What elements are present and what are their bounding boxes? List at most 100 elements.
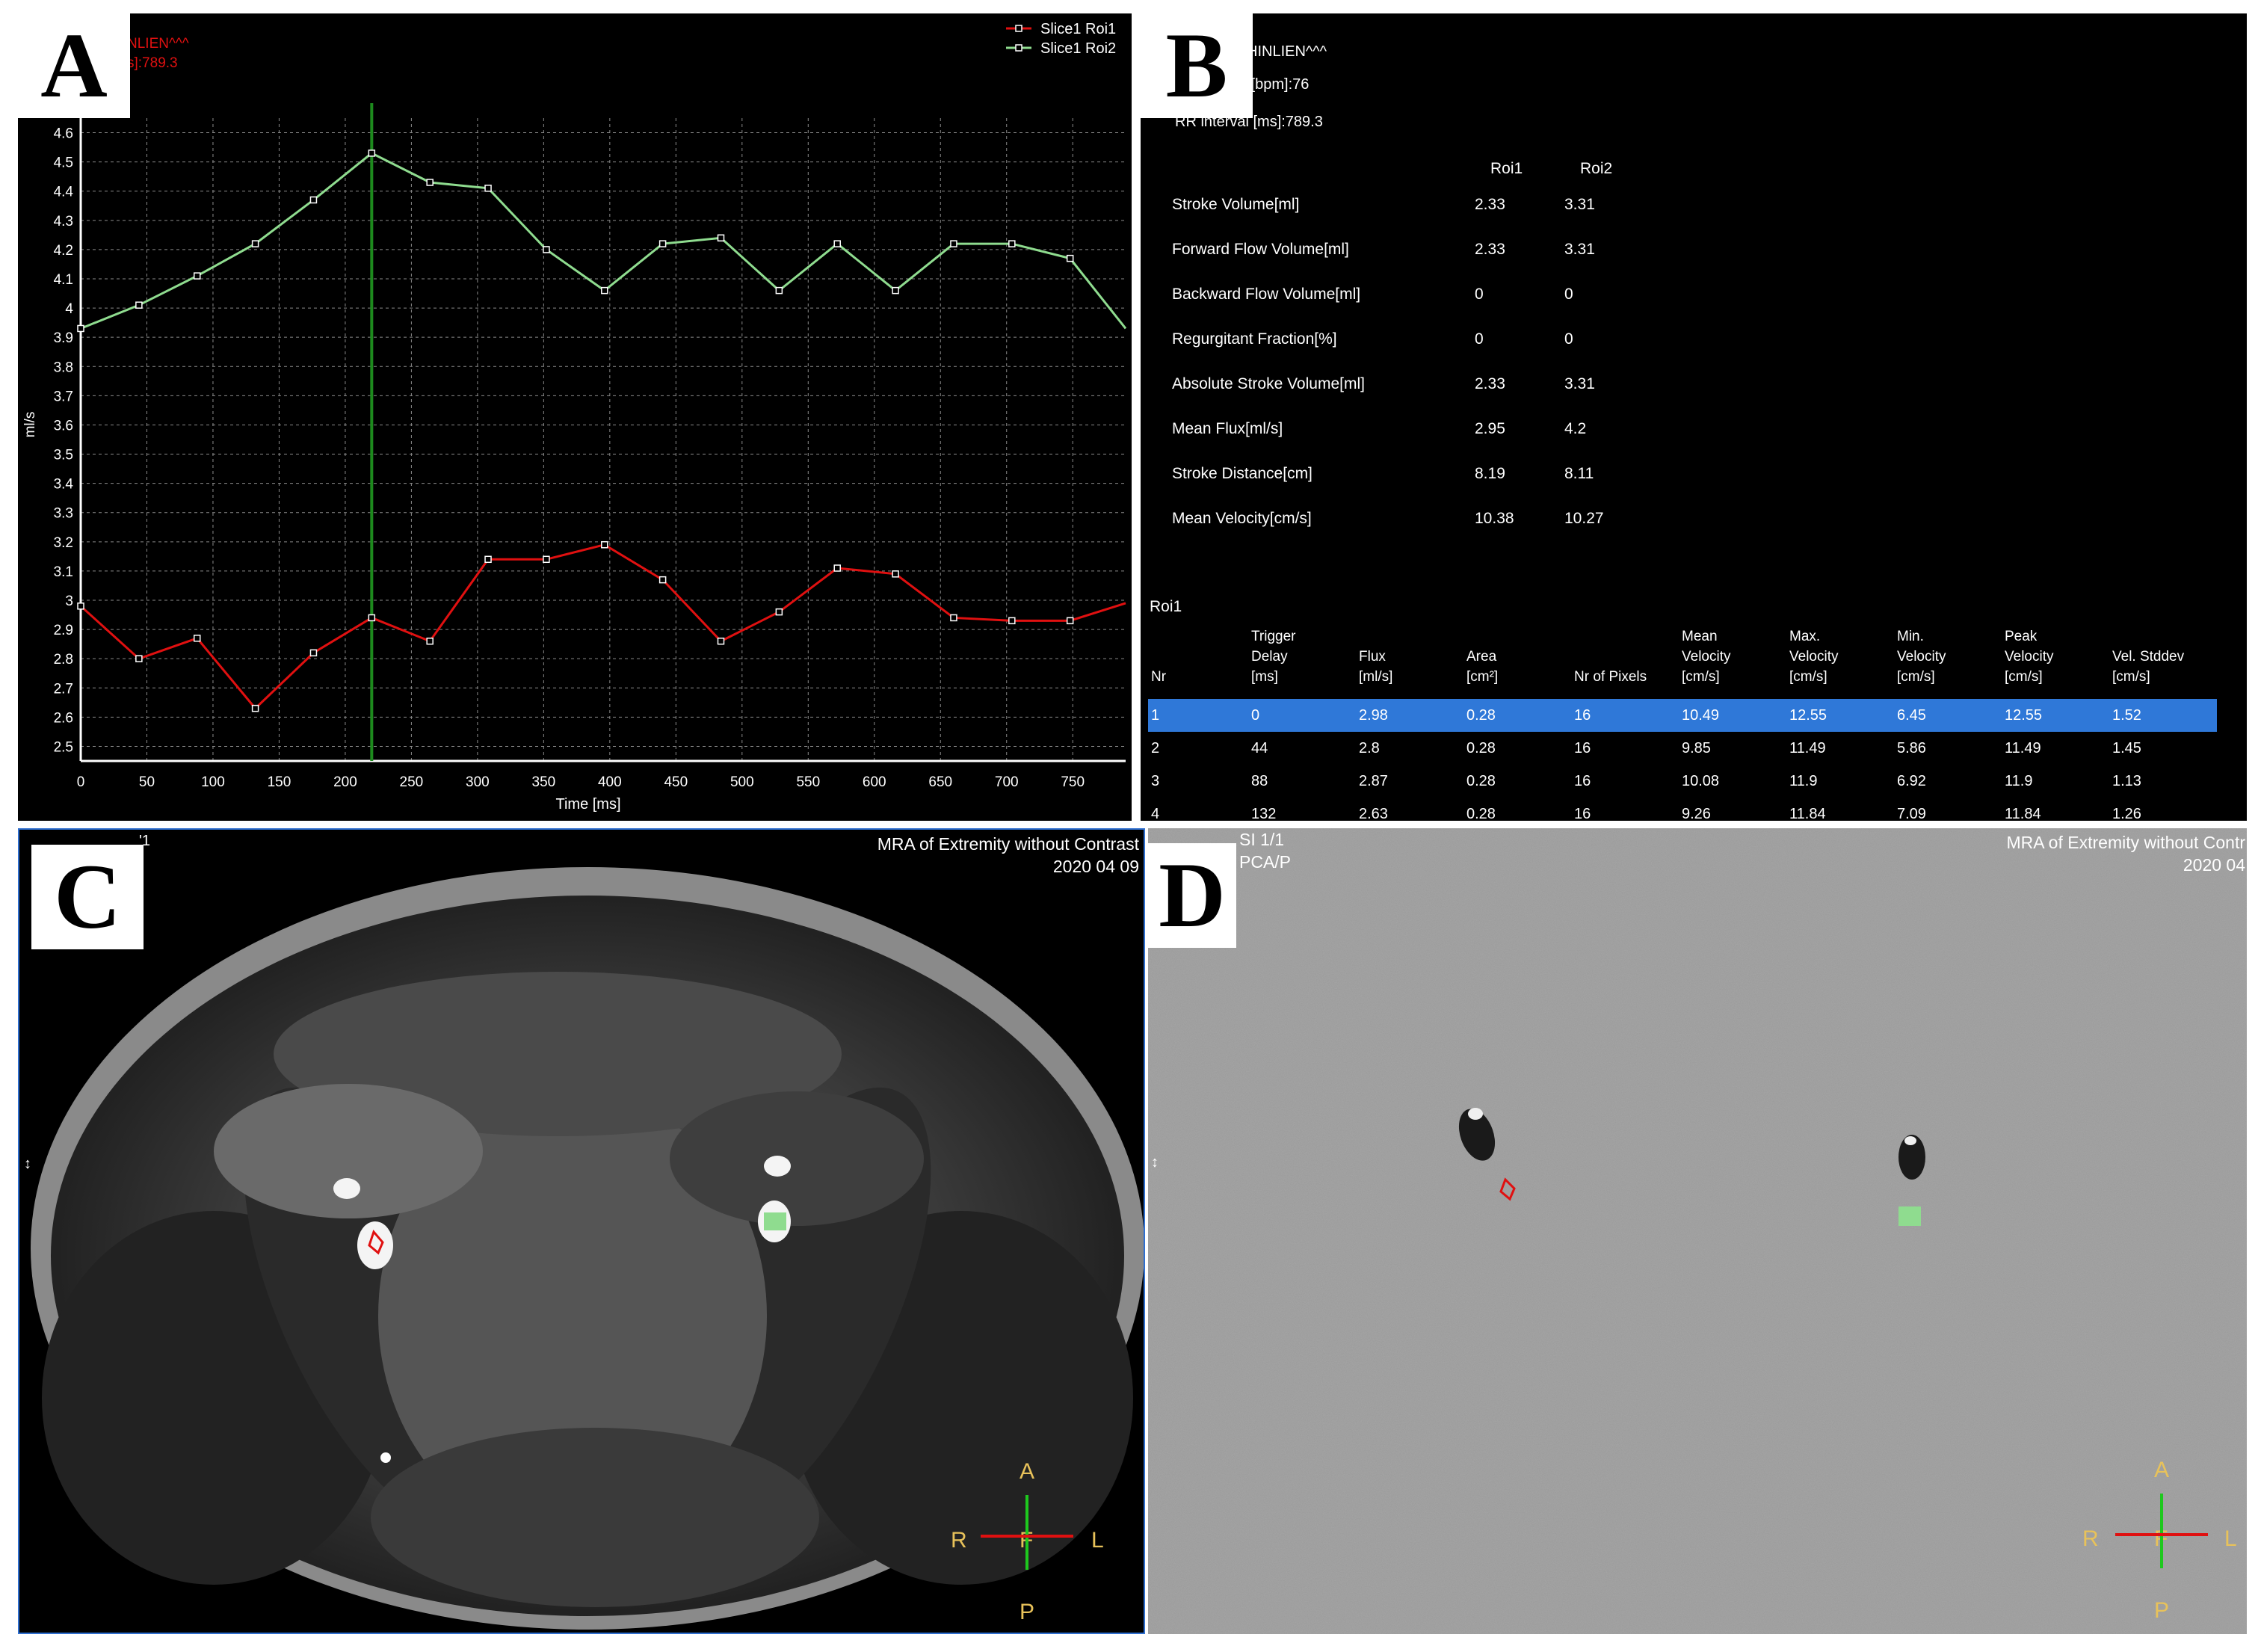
x-tick-label: 350 (532, 774, 556, 790)
phase-cell: 10.08 (1682, 772, 1720, 789)
legend-marker (1015, 44, 1022, 52)
phase-cell: 9.85 (1682, 739, 1711, 756)
flow-chart-panel: A NLIEN^^^ s]:789.3 2.5 2.6 2.7 2.8 2.9 3 3.1 3… (18, 13, 1132, 821)
phase-cell: 132 (1251, 805, 1277, 822)
series-line-2 (80, 152, 1127, 330)
summary-cell-roi1: 8.19 (1475, 465, 1505, 482)
phase-cell: 0.28 (1466, 739, 1496, 756)
y-axis-label: ml/s (22, 412, 38, 438)
heart-rate: :[bpm]:76 (1247, 76, 1310, 93)
flow-summary-table: Stroke Volume[ml] 2.33 3.31 Forward Flow Vo… (1163, 182, 1654, 541)
phase-cell: 6.92 (1897, 772, 1926, 789)
summary-row: Mean Flux[ml/s] 2.95 4.2 (1163, 407, 1654, 451)
resize-handle-icon[interactable]: ↕ (1151, 1154, 1159, 1171)
phase-header-row: Nr Trigger Delay [ms] Flux [ml/s] Area [cm²] Nr … (1148, 626, 2217, 699)
phase-column-header[interactable]: Vel. Stddev [cm/s] (2112, 649, 2185, 685)
summary-cell-roi1: 2.95 (1475, 420, 1505, 437)
orientation-anterior: A (2154, 1458, 2170, 1482)
phase-column-header[interactable]: Nr of Pixels (1574, 669, 1647, 685)
orientation-right: R (2082, 1526, 2099, 1551)
phase-cell: 88 (1251, 772, 1268, 789)
data-point (717, 234, 725, 242)
orientation-posterior: P (1020, 1600, 1035, 1624)
data-point (426, 637, 434, 645)
x-tick-label: 150 (268, 774, 292, 790)
y-tick-label: 3.4 (54, 477, 74, 493)
data-point (309, 196, 318, 204)
phase-cell: 16 (1574, 739, 1591, 756)
y-tick-label: 3.6 (54, 418, 73, 434)
summary-cell-label: Forward Flow Volume[ml] (1172, 241, 1349, 258)
summary-row: Backward Flow Volume[ml] 0 0 (1163, 272, 1654, 317)
phase-row[interactable]: 2 44 2.8 0.28 16 9.85 11.49 5.86 11.49 1.45 (1148, 732, 2217, 765)
data-point (368, 150, 376, 157)
phase-cell: 2.8 (1359, 739, 1380, 756)
orientation-left: L (2224, 1526, 2237, 1551)
phase-column-header[interactable]: Trigger Delay [ms] (1251, 629, 1296, 685)
y-tick-label: 4.2 (54, 243, 73, 259)
phase-column-header[interactable]: Mean Velocity [cm/s] (1682, 629, 1731, 685)
flow-line-chart[interactable]: 2.5 2.6 2.7 2.8 2.9 3 3.1 3.2 3.3 3.4 3.5 3.6 3.7 3.8… (18, 13, 1132, 821)
phase-column-header[interactable]: Max. Velocity [cm/s] (1789, 629, 1839, 685)
y-tick-label: 3.8 (54, 360, 73, 375)
magnitude-image-viewport[interactable]: C '1 MRA of Extremity without Contrast 2… (18, 828, 1145, 1634)
phase-row[interactable]: 3 88 2.87 0.28 16 10.08 11.9 6.92 11.9 1.13 (1148, 765, 2217, 798)
data-point (892, 286, 899, 295)
summary-cell-label: Mean Flux[ml/s] (1172, 420, 1283, 437)
x-tick-label: 600 (863, 774, 886, 790)
summary-cell-roi2: 0 (1564, 330, 1573, 348)
y-tick-label: 4.5 (54, 155, 73, 171)
resize-handle-icon[interactable]: ↕ (24, 1156, 31, 1172)
data-point (484, 555, 492, 564)
study-info: MRA of Extremity without Contrast 2020 0… (877, 833, 1139, 878)
data-point (658, 240, 667, 247)
summary-row: Stroke Volume[ml] 2.33 3.31 (1163, 182, 1654, 227)
summary-cell-roi1: 2.33 (1475, 241, 1505, 258)
phase-cell: 4 (1151, 805, 1160, 822)
phase-row[interactable]: 1 0 2.98 0.28 16 10.49 12.55 6.45 12.55 1.52 (1148, 699, 2217, 732)
data-point (601, 540, 608, 549)
phase-column-header[interactable]: Min. Velocity [cm/s] (1897, 629, 1946, 685)
data-point (251, 240, 259, 247)
phase-cell: 16 (1574, 805, 1591, 822)
data-point (1008, 240, 1016, 247)
summary-row: Absolute Stroke Volume[ml] 2.33 3.31 (1163, 362, 1654, 407)
summary-row: Regurgitant Fraction[%] 0 0 (1163, 317, 1654, 362)
phase-column-header[interactable]: Flux [ml/s] (1359, 649, 1393, 685)
summary-col-roi1: Roi1 (1490, 160, 1523, 177)
orientation-crosshair-icon (2115, 1494, 2208, 1568)
summary-cell-roi2: 3.31 (1564, 375, 1595, 392)
study-date: 2020 04 09 (1052, 857, 1139, 876)
data-point (368, 614, 376, 622)
phase-cell: 2 (1151, 739, 1160, 756)
x-tick-label: 300 (466, 774, 490, 790)
series-line-1 (79, 543, 1126, 710)
summary-cell-roi1: 2.33 (1475, 196, 1505, 213)
phase-cell: 11.84 (1789, 805, 1826, 822)
summary-cell-roi1: 2.33 (1475, 375, 1505, 392)
summary-cell-roi2: 0 (1564, 286, 1573, 303)
summary-cell-roi2: 10.27 (1564, 510, 1604, 527)
rr-interval: s]:789.3 (127, 55, 178, 71)
phase-cell: 11.9 (1789, 772, 1818, 789)
phase-row[interactable]: 4 132 2.63 0.28 16 9.26 11.84 7.09 11.84 1.26 (1148, 798, 2217, 822)
x-tick-label: 200 (333, 774, 357, 790)
patient-name: HINLIEN^^^ (1247, 43, 1327, 60)
summary-cell-roi1: 0 (1475, 286, 1484, 303)
phase-column-header[interactable]: Peak Velocity [cm/s] (2005, 629, 2054, 685)
phase-column-header[interactable]: Nr (1151, 669, 1167, 685)
series-type: PCA/P (1239, 852, 1292, 872)
legend-entry: Slice1 Roi1 (1040, 21, 1116, 37)
phase-image-viewport[interactable]: D SI 1/1 PCA/P MRA of Extremity without … (1148, 828, 2247, 1634)
y-tick-label: 4.1 (54, 272, 73, 288)
study-description: MRA of Extremity without Contr (2006, 833, 2245, 852)
x-tick-label: 50 (139, 774, 155, 790)
data-point (658, 576, 667, 584)
data-point (135, 301, 143, 309)
y-tick-label: 3 (65, 594, 73, 609)
data-point (717, 637, 725, 645)
data-point (426, 179, 434, 186)
phase-cell: 2.98 (1356, 699, 1463, 732)
phase-cell: 1.45 (2112, 739, 2141, 756)
phase-column-header[interactable]: Area [cm²] (1466, 649, 1499, 685)
